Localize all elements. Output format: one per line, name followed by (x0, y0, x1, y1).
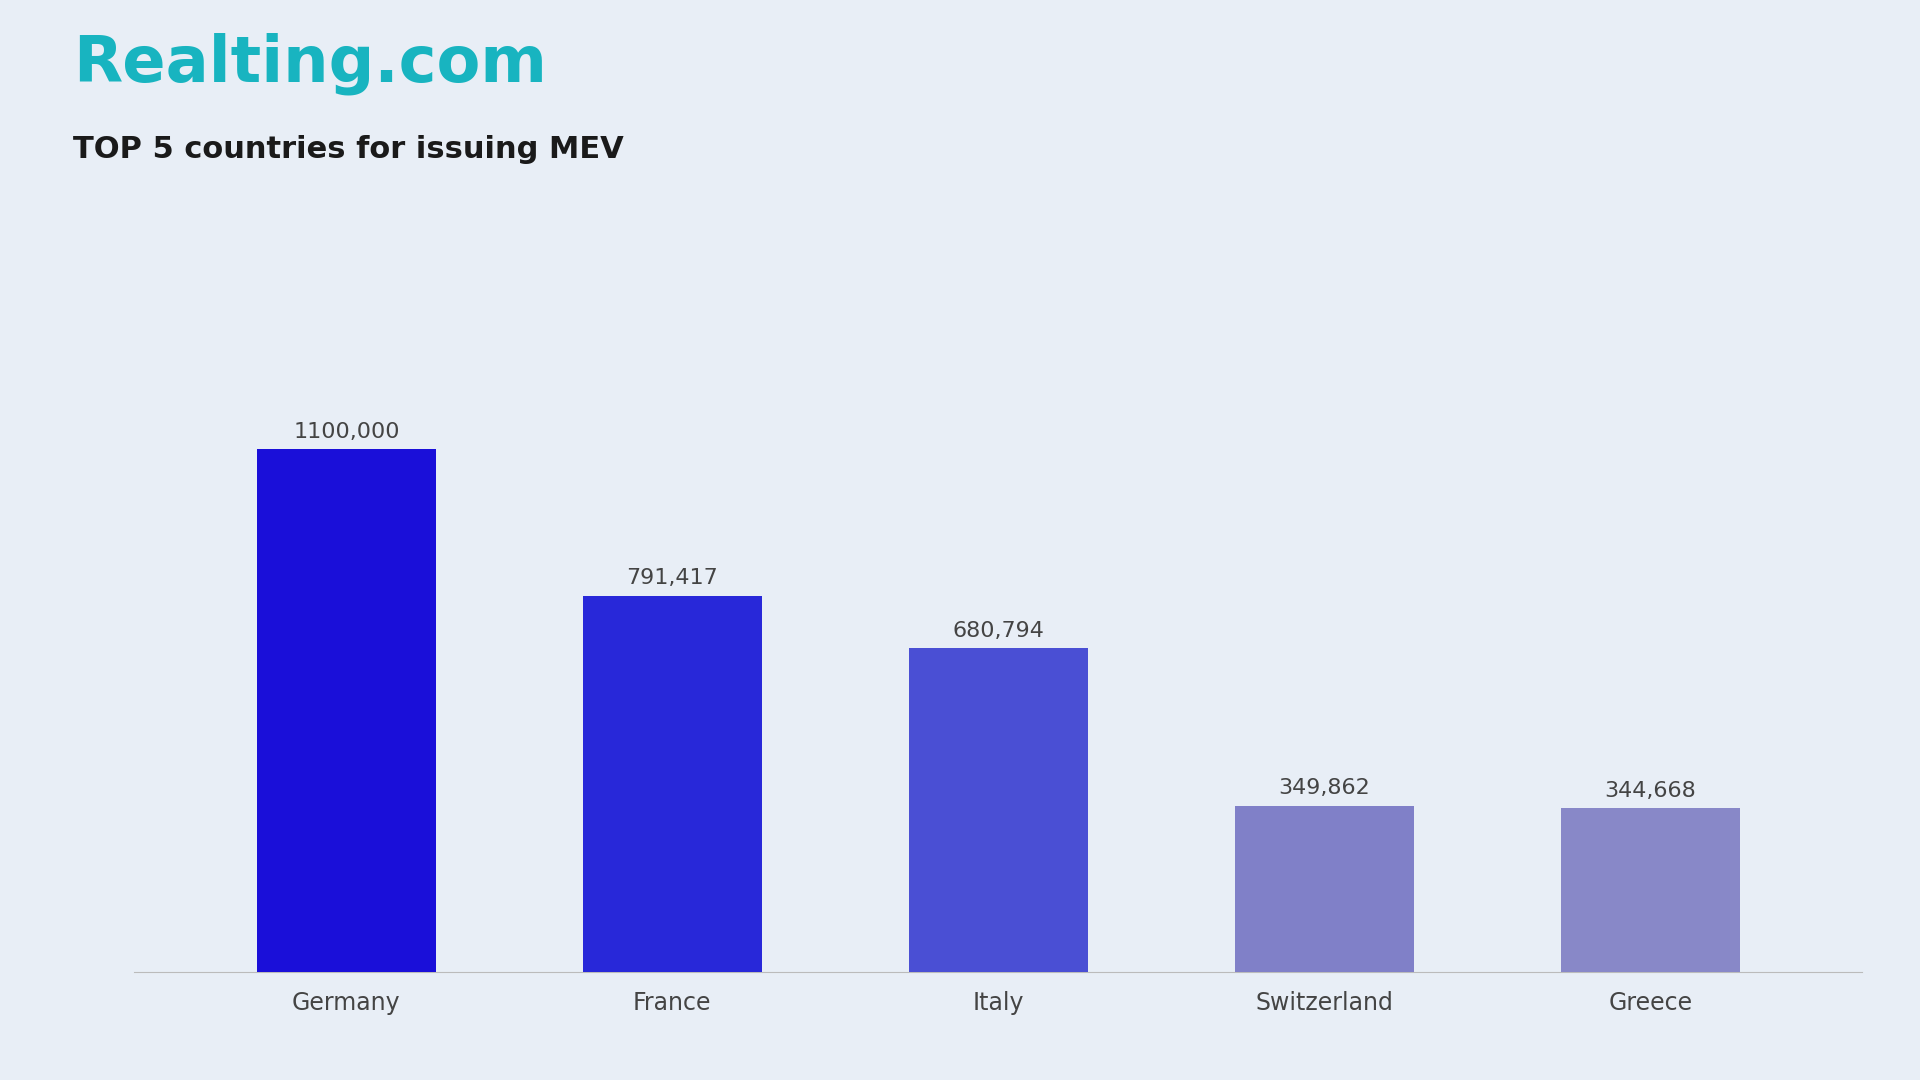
Text: Realting.com: Realting.com (73, 32, 547, 95)
Bar (582, 596, 762, 972)
Bar (908, 648, 1089, 972)
Text: TOP 5 countries for issuing MEV: TOP 5 countries for issuing MEV (73, 135, 624, 164)
Bar (257, 449, 436, 972)
Bar (1235, 806, 1415, 972)
Text: 349,862: 349,862 (1279, 779, 1371, 798)
Text: 344,668: 344,668 (1605, 781, 1697, 801)
Text: 791,417: 791,417 (626, 568, 718, 589)
Text: 680,794: 680,794 (952, 621, 1044, 642)
Text: 1100,000: 1100,000 (294, 422, 399, 442)
Bar (1561, 808, 1740, 972)
